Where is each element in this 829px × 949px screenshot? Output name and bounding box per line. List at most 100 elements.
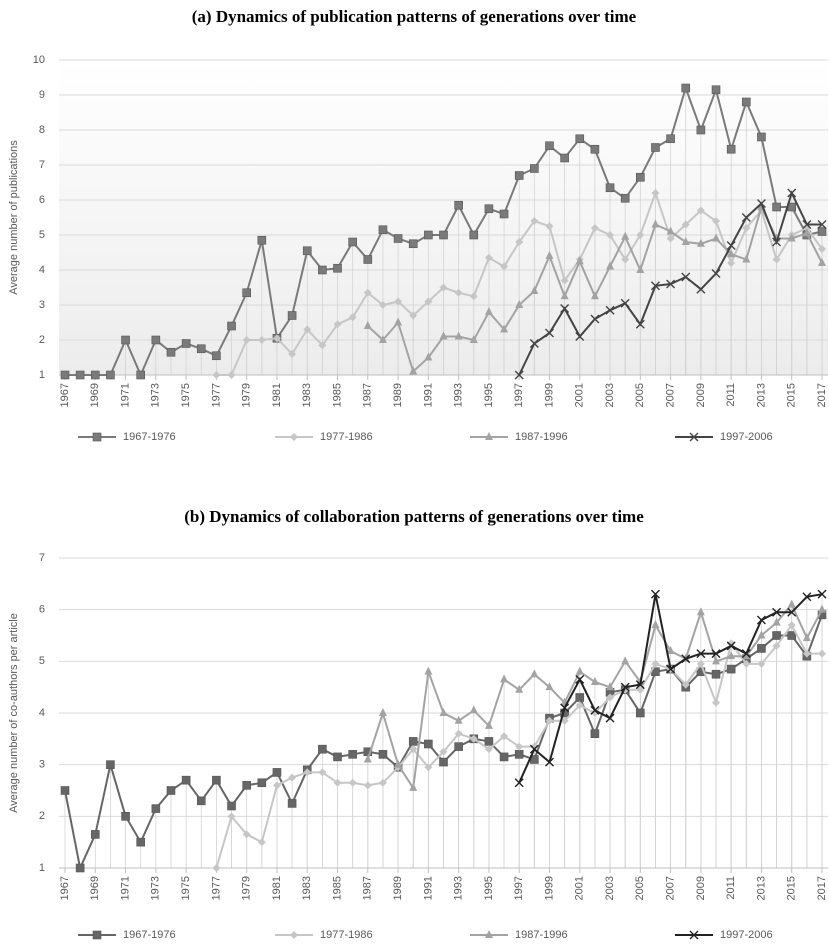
- marker: [772, 631, 781, 640]
- marker-stroke: [772, 237, 782, 247]
- marker: [378, 750, 388, 759]
- marker: [544, 328, 554, 338]
- y-tick-label: 6: [39, 604, 45, 616]
- marker: [454, 200, 463, 210]
- y-tick-label: 6: [39, 194, 45, 206]
- x-tick-label: 2009: [695, 876, 707, 900]
- marker: [227, 812, 236, 821]
- chart-title: (b) Dynamics of collaboration patterns o…: [184, 507, 644, 526]
- marker: [454, 742, 463, 751]
- x-tick-label: 1999: [543, 383, 555, 407]
- marker: [651, 659, 660, 668]
- marker: [711, 649, 721, 659]
- marker: [318, 768, 327, 777]
- marker: [454, 331, 463, 340]
- marker: [575, 256, 584, 265]
- marker: [545, 222, 554, 231]
- marker: [409, 366, 418, 375]
- y-tick-label: 8: [39, 124, 45, 136]
- marker: [394, 297, 403, 306]
- marker: [817, 220, 827, 229]
- marker-stroke: [772, 607, 782, 617]
- marker: [696, 284, 706, 294]
- legend-label: 1987-1996: [515, 929, 568, 941]
- marker: [272, 334, 281, 343]
- x-tick-label: 1979: [241, 383, 253, 407]
- legend-label: 1997-2006: [720, 929, 773, 941]
- marker-stroke: [514, 370, 524, 380]
- marker: [378, 708, 387, 716]
- marker: [393, 234, 403, 243]
- marker: [711, 269, 721, 278]
- x-tick-label: 1993: [453, 383, 465, 407]
- marker: [606, 682, 615, 691]
- marker: [333, 320, 342, 329]
- marker: [454, 729, 463, 738]
- marker-stroke: [756, 615, 766, 625]
- legend-item: 1967-1976: [78, 431, 176, 443]
- marker: [681, 680, 690, 689]
- marker: [318, 744, 327, 754]
- marker: [363, 754, 372, 763]
- marker-stroke: [689, 930, 699, 940]
- marker: [439, 331, 448, 340]
- marker: [424, 763, 433, 772]
- marker: [727, 259, 736, 267]
- marker-stroke: [681, 272, 691, 282]
- marker: [227, 801, 236, 811]
- marker: [378, 301, 387, 309]
- marker: [272, 781, 281, 790]
- x-tick-label: 1971: [119, 876, 131, 900]
- marker: [560, 276, 569, 285]
- marker-stroke: [650, 281, 660, 291]
- y-tick-label: 7: [39, 159, 45, 171]
- marker: [363, 255, 373, 264]
- marker: [484, 737, 494, 746]
- marker: [303, 768, 312, 777]
- x-tick-label: 1973: [150, 383, 162, 407]
- marker: [621, 231, 630, 240]
- marker: [136, 370, 145, 380]
- marker: [818, 245, 826, 253]
- marker: [560, 304, 570, 313]
- marker: [530, 742, 539, 751]
- marker: [363, 781, 372, 790]
- x-tick-label: 1985: [331, 876, 343, 900]
- marker-stroke: [650, 589, 660, 599]
- x-tick-label: 1997: [513, 876, 525, 900]
- marker: [90, 830, 100, 839]
- y-axis-label: Average number of publications: [8, 140, 20, 295]
- marker-stroke: [802, 220, 812, 229]
- marker: [424, 739, 433, 749]
- marker: [424, 297, 433, 306]
- x-tick-label: 1971: [119, 383, 131, 407]
- legend-label: 1977-1986: [320, 929, 373, 941]
- marker-stroke: [802, 592, 812, 602]
- y-tick-label: 5: [39, 655, 45, 667]
- marker: [666, 646, 675, 654]
- marker: [60, 370, 70, 380]
- marker: [181, 775, 191, 785]
- marker: [409, 745, 418, 754]
- marker: [257, 336, 266, 344]
- marker: [529, 744, 539, 754]
- marker: [318, 341, 327, 350]
- marker: [802, 228, 811, 237]
- legend-marker: [92, 432, 102, 442]
- marker: [757, 630, 766, 639]
- marker: [484, 745, 493, 754]
- marker: [606, 231, 615, 239]
- marker-stroke: [787, 607, 797, 617]
- x-tick-label: 1967: [59, 383, 71, 407]
- marker: [151, 335, 161, 345]
- marker: [681, 654, 691, 664]
- marker: [590, 314, 600, 324]
- x-tick-label: 1975: [180, 876, 192, 900]
- marker: [666, 134, 675, 144]
- marker: [333, 778, 342, 787]
- marker: [363, 288, 372, 297]
- marker: [787, 607, 797, 617]
- marker: [742, 254, 751, 263]
- x-tick-label: 2011: [725, 383, 737, 407]
- marker: [484, 253, 493, 262]
